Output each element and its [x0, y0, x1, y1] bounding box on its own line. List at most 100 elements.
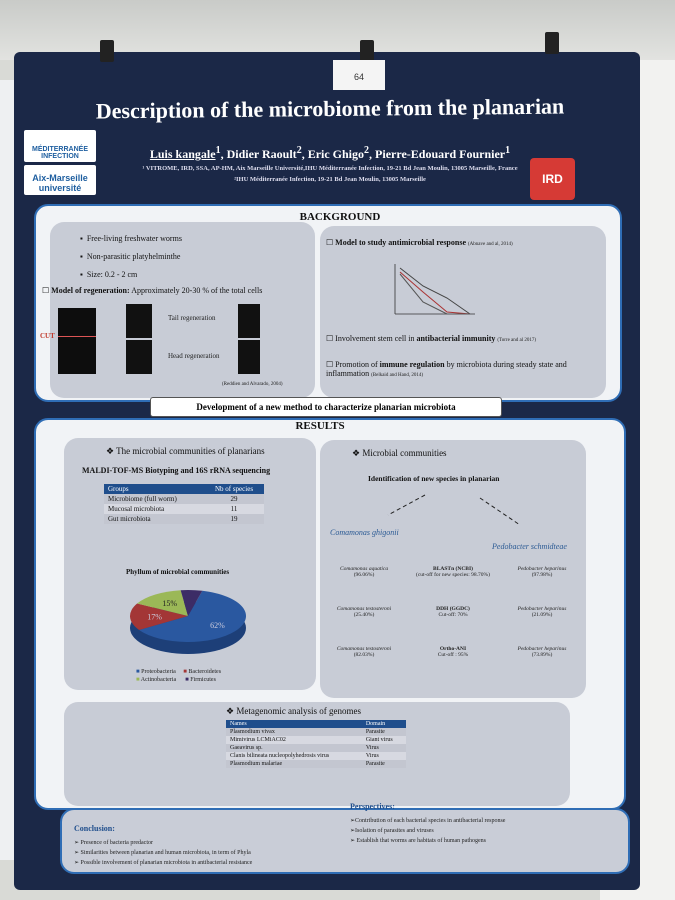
table-cell: Parasite [361, 728, 406, 736]
pie-slice-actinobacteria [137, 590, 188, 616]
method-label-value: (cut-off for new species: 98.70%) [416, 572, 490, 578]
method-label-value: Cut-off: 70% [438, 612, 468, 618]
table-cell: Parasite [361, 760, 406, 768]
author: Luis kangale [149, 147, 216, 161]
method-label-name: Ortho-ANI [439, 646, 467, 652]
method-label: BLASTn (NCBI) (cut-off for new species: 9… [408, 566, 498, 578]
conclusion-section: Conclusion: ➢ Presence of bacteria preda… [60, 802, 630, 874]
table-cell: Gut microbiota [104, 514, 204, 524]
affiliation: ¹ VITROME, IRD, SSA, AP-HM, Aix Marseill… [142, 165, 518, 172]
comamonas-match: Comamonas aquatica (96.06%) [324, 566, 404, 578]
table-cell: Plasmodium malariae [226, 760, 362, 768]
immune-ref: (Belkaid and Hand, 2014) [371, 373, 424, 378]
legend-item: Proteobacteria [141, 669, 176, 675]
author-sup: 2 [364, 145, 370, 156]
pie-legend: ■ Proteobacteria ■ Bacteroidetes ■ Actin… [136, 669, 222, 683]
conclusion-item: Presence of bacteria predactor [80, 840, 153, 846]
conclusion-list: ➢ Presence of bacteria predactor ➢ Simil… [74, 840, 253, 866]
maldi-title: MALDI-TOF-MS Biotyping and 16S rRNA sequ… [82, 466, 271, 475]
table-cell: Virus [361, 752, 406, 760]
table-row: Microbiome (full worm) 29 [104, 494, 264, 504]
bullet-text: Size: 0.2 - 2 cm [86, 270, 138, 279]
table-cell: Virus [361, 744, 406, 752]
table-header: Groups [104, 484, 204, 494]
regen-reference: (Reddien and Alvarado, 2004) [222, 382, 283, 387]
table-cell: Gaeavirus sp. [226, 744, 362, 752]
table-row: Plasmodium vivax Parasite [226, 728, 406, 736]
author: Didier Raoult [226, 147, 297, 161]
stem-text: Involvement stem cell in [335, 334, 415, 343]
pedobacter-match-name: Pedobacter heparinus [517, 566, 567, 572]
microbial-panel: ❖ Microbial communities Identification o… [320, 440, 586, 698]
perspectives-list: ➢Contribution of each bacterial species … [350, 818, 506, 844]
immune-post: by microbiota during steady state and in… [326, 360, 567, 378]
conclusion-heading: Conclusion: [74, 824, 115, 833]
author: Eric Ghigo [307, 147, 365, 161]
communities-title: ❖ The microbial communities of planarian… [106, 446, 265, 456]
communities-panel: ❖ The microbial communities of planarian… [64, 438, 316, 690]
comamonas-match-value: (96.06%) [353, 572, 375, 578]
background-left-panel: ▪ Free-living freshwater worms ▪ Non-par… [40, 222, 315, 398]
table-header: Nb of species [203, 484, 264, 494]
legend-item: Bacteroidetes [188, 669, 222, 675]
cut-label: CUT [40, 332, 55, 340]
method-label: Ortho-ANI Cut-off : 95% [408, 646, 498, 658]
stem-bold: antibacterial immunity [416, 334, 496, 343]
board-number: 64 [333, 60, 385, 90]
pie-label: 15% [162, 599, 177, 608]
tail-label: Tail regeneration [168, 314, 216, 322]
binder-clip [545, 32, 559, 54]
table-cell: 29 [203, 494, 264, 504]
comamonas-match-value: (25.40%) [353, 612, 375, 618]
table-row: Mucosal microbiota 11 [104, 504, 264, 514]
table-row: Mimivirus LCMiAC02 Giant virus [226, 736, 406, 744]
table-header: Domain [361, 720, 406, 728]
pedobacter-match-name: Pedobacter heparinus [517, 606, 567, 612]
head-regeneration-image [126, 340, 152, 374]
pedobacter-match: Pedobacter heparinus (97.98%) [502, 566, 582, 578]
table-header: Names [226, 720, 362, 728]
perspectives-heading: Perspectives: [350, 802, 395, 811]
table-cell: Plasmodium vivax [226, 728, 362, 736]
regeneration-line: ☐ Model of regeneration: Approximately 2… [42, 286, 263, 295]
perspective-item: Isolation of parasites and viruses [355, 828, 434, 834]
binder-clip [360, 40, 374, 62]
pedobacter-match-value: (73.89%) [531, 652, 553, 658]
species-right: Pedobacter schmidteae [492, 542, 567, 551]
table-cell: Giant virus [361, 736, 406, 744]
author-sup: 1 [215, 145, 221, 156]
antimicrobial-line: ☐ Model to study antimicrobial response … [326, 238, 513, 247]
table-cell: Mimivirus LCMiAC02 [226, 736, 362, 744]
stem-cell-line: ☐ Involvement stem cell in antibacterial… [326, 334, 537, 343]
background-right-panel: ☐ Model to study antimicrobial response … [320, 226, 606, 398]
author: Pierre-Edouard Fournier [375, 147, 506, 161]
method-label-name: DDH (GGDC) [436, 606, 470, 612]
regeneration-text: Approximately 20-30 % of the total cells [131, 286, 263, 295]
comamonas-match-name: Comamonas aquatica [339, 566, 389, 572]
metagenomic-title: ❖ Metagenomic analysis of genomes [226, 706, 362, 716]
comamonas-match-value: (82.03%) [353, 652, 375, 658]
mediterranee-logo: MÉDITERRANÉE INFECTION [24, 130, 96, 162]
microbial-title: ❖ Microbial communities [352, 448, 447, 458]
method-label-name: BLASTn (NCBI) [433, 566, 473, 572]
perspective-item: Establish that worms are habitats of hum… [356, 838, 487, 844]
metagenomic-panel: ❖ Metagenomic analysis of genomes Names D… [64, 702, 570, 806]
ird-logo: IRD [530, 158, 575, 200]
antimicrobial-ref: (Abnave and al, 2014) [468, 242, 513, 247]
results-heading: RESULTS [295, 420, 345, 432]
head-label: Head regeneration [168, 352, 220, 360]
pie-label: 62% [210, 621, 225, 630]
pedobacter-match-value: (97.98%) [531, 572, 553, 578]
bullet: ▪ Free-living freshwater worms [80, 234, 182, 243]
immune-pre: Promotion of [335, 360, 378, 369]
identification-title: Identification of new species in planari… [368, 474, 500, 483]
pie-title: Phyllum of microbial communities [126, 568, 230, 576]
bullet: ▪ Size: 0.2 - 2 cm [80, 270, 138, 279]
bullet-text: Non-parasitic platyhelminthe [86, 252, 181, 261]
survival-graph [394, 264, 475, 315]
method-label: DDH (GGDC) Cut-off: 70% [408, 606, 498, 618]
regenerated-image [238, 304, 260, 338]
stem-ref: (Torre and al 2017) [497, 338, 537, 343]
species-table: Groups Nb of species Microbiome (full wor… [104, 484, 264, 524]
antimicrobial-label: Model to study antimicrobial response [335, 238, 466, 247]
